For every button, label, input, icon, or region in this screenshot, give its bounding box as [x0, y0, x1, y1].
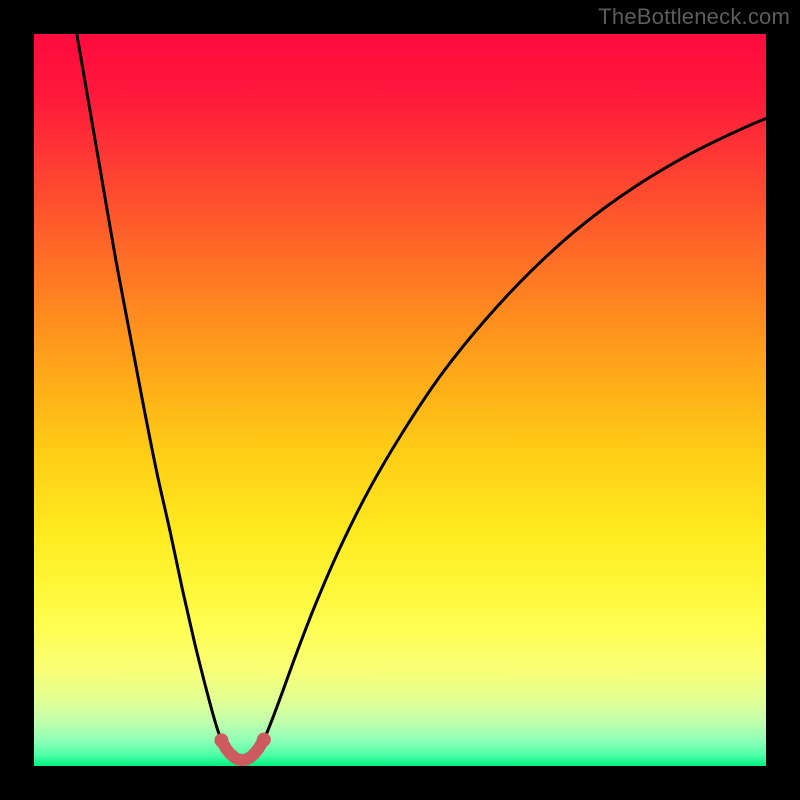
- curve-layer: [34, 34, 766, 766]
- plot-area: [34, 34, 766, 766]
- marker-group: [214, 733, 270, 748]
- bottleneck-curve: [74, 34, 766, 760]
- marker-dot: [257, 733, 271, 747]
- watermark-text: TheBottleneck.com: [598, 4, 790, 30]
- marker-dot: [214, 733, 228, 747]
